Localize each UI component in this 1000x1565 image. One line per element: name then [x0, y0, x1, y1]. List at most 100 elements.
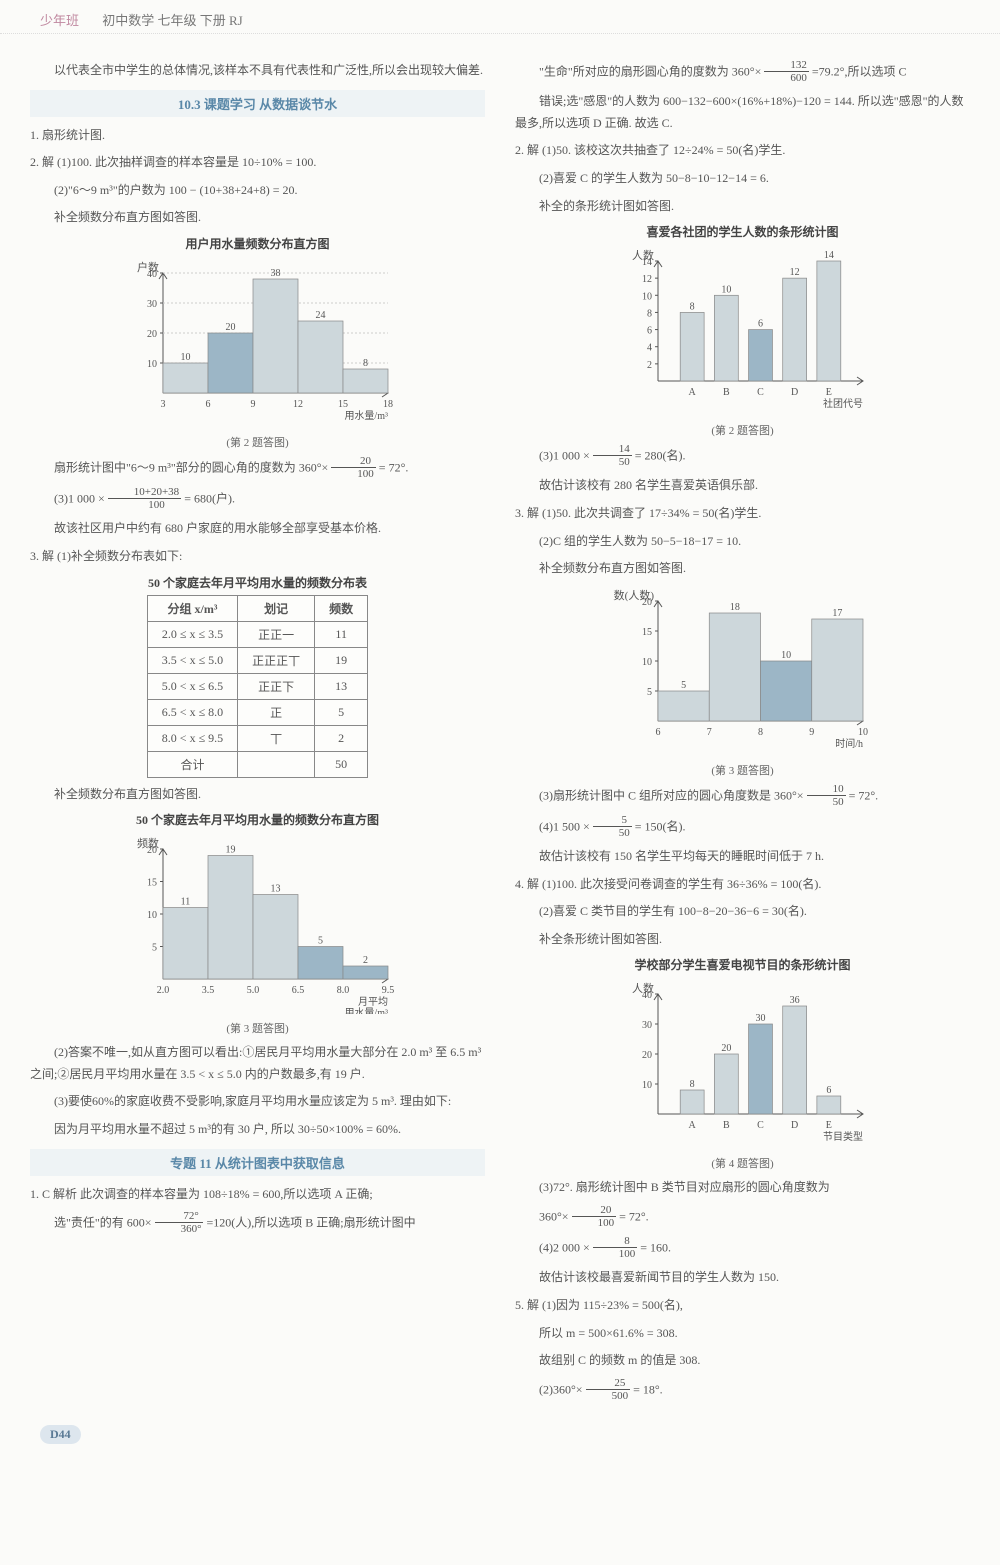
r1b: 错误;选"感恩"的人数为 600−132−600×(16%+18%)−120 =…: [515, 91, 970, 134]
svg-text:8: 8: [758, 727, 763, 738]
chart4: 频数(人数)51015205181017678910时间/h: [613, 586, 873, 756]
svg-text:14: 14: [642, 257, 652, 268]
svg-text:24: 24: [315, 310, 325, 321]
page-header: 少年班 初中数学 七年级 下册 RJ: [0, 0, 1000, 34]
svg-text:C: C: [757, 387, 764, 398]
svg-text:5.0: 5.0: [246, 985, 259, 996]
svg-text:6: 6: [655, 727, 660, 738]
intro-text: 以代表全市中学生的总体情况,该样本不具有代表性和广泛性,所以会出现较大偏差.: [30, 60, 485, 82]
q2-3calc: (3)1 000 × 10+20+38100 = 680(户).: [30, 487, 485, 512]
svg-text:10: 10: [642, 657, 652, 668]
svg-text:6: 6: [205, 399, 210, 410]
svg-text:19: 19: [225, 845, 235, 856]
svg-text:15: 15: [147, 878, 157, 889]
svg-text:15: 15: [338, 399, 348, 410]
r-q4-5: (4)2 000 × 8100 = 160.: [515, 1236, 970, 1261]
svg-text:B: B: [722, 387, 729, 398]
svg-text:5: 5: [681, 680, 686, 691]
chart5-caption: (第 4 题答图): [515, 1155, 970, 1171]
chart1: 户数10203040102038248369121518用水量/m³: [118, 258, 398, 428]
chart1-title: 用户用水量频数分布直方图: [30, 235, 485, 252]
svg-text:5: 5: [152, 943, 157, 954]
frac: 25500: [586, 1377, 631, 1402]
q3-3b: 因为月平均用水量不超过 5 m³的有 30 户, 所以 30÷50×100% =…: [30, 1119, 485, 1141]
page-number: D44: [40, 1425, 81, 1444]
r-q3-5concl: 故估计该校有 150 名学生平均每天的睡眠时间低于 7 h.: [515, 846, 970, 868]
q1: 1. 扇形统计图.: [30, 125, 485, 147]
svg-text:10: 10: [180, 352, 190, 363]
r-q3-2: (2)C 组的学生人数为 50−5−18−17 = 10.: [515, 531, 970, 553]
svg-text:20: 20: [642, 597, 652, 608]
svg-text:D: D: [791, 387, 798, 398]
svg-text:用水量/m³: 用水量/m³: [344, 1007, 388, 1014]
svg-text:5: 5: [318, 936, 323, 947]
svg-text:2.0: 2.0: [156, 985, 169, 996]
svg-text:18: 18: [729, 602, 739, 613]
svg-text:8: 8: [689, 1079, 694, 1090]
svg-text:E: E: [825, 387, 831, 398]
svg-text:20: 20: [642, 1050, 652, 1061]
chart5: 人数1020304082030366ABCDE节目类型: [613, 979, 873, 1149]
svg-text:节目类型: 节目类型: [823, 1130, 863, 1143]
r-q4-1: 4. 解 (1)100. 此次接受问卷调查的学生有 36÷36% = 100(名…: [515, 874, 970, 896]
svg-text:17: 17: [832, 608, 842, 619]
svg-text:3: 3: [160, 399, 165, 410]
q11-1a: 1. C 解析 此次调查的样本容量为 108÷18% = 600,所以选项 A …: [30, 1184, 485, 1206]
svg-text:10: 10: [147, 910, 157, 921]
svg-text:社团代号: 社团代号: [823, 397, 863, 410]
frac: 20100: [331, 455, 376, 480]
r-q3-1: 3. 解 (1)50. 此次共调查了 17÷34% = 50(名)学生.: [515, 503, 970, 525]
svg-text:D: D: [791, 1120, 798, 1131]
svg-text:5: 5: [647, 687, 652, 698]
svg-text:8: 8: [363, 358, 368, 369]
r-q4-4b: 360°× 20100 = 72°.: [515, 1205, 970, 1230]
page-body: 以代表全市中学生的总体情况,该样本不具有代表性和广泛性,所以会出现较大偏差. 1…: [0, 34, 1000, 1419]
r-q2-3: 补全的条形统计图如答图.: [515, 196, 970, 218]
svg-text:9: 9: [809, 727, 814, 738]
svg-text:40: 40: [147, 269, 157, 280]
q3-1: 3. 解 (1)补全频数分布表如下:: [30, 546, 485, 568]
q2-3-concl: 故该社区用户中约有 680 户家庭的用水能够全部享受基本价格.: [30, 518, 485, 540]
svg-text:10: 10: [147, 359, 157, 370]
q2-1: 2. 解 (1)100. 此次抽样调查的样本容量是 10÷10% = 100.: [30, 152, 485, 174]
r-q5-3: 故组别 C 的频数 m 的值是 308.: [515, 1350, 970, 1372]
q3-addfig: 补全频数分布直方图如答图.: [30, 784, 485, 806]
svg-text:20: 20: [147, 329, 157, 340]
svg-text:8: 8: [689, 302, 694, 313]
book-title: 少年班: [40, 13, 79, 28]
r-q5-2: 所以 m = 500×61.6% = 308.: [515, 1323, 970, 1345]
svg-text:C: C: [757, 1120, 764, 1131]
svg-text:12: 12: [293, 399, 303, 410]
r-q2-2: (2)喜爱 C 的学生人数为 50−8−10−12−14 = 6.: [515, 168, 970, 190]
svg-text:30: 30: [642, 1020, 652, 1031]
right-column: "生命"所对应的扇形圆心角的度数为 360°× 132600 =79.2°,所以…: [515, 54, 970, 1409]
svg-text:9.5: 9.5: [381, 985, 394, 996]
grade-info: 初中数学 七年级 下册 RJ: [102, 13, 242, 28]
svg-text:20: 20: [225, 322, 235, 333]
svg-text:11: 11: [180, 897, 190, 908]
q2-3: 补全频数分布直方图如答图.: [30, 207, 485, 229]
r-q4-4: (3)72°. 扇形统计图中 B 类节目对应扇形的圆心角度数为: [515, 1177, 970, 1199]
svg-text:6: 6: [826, 1085, 831, 1096]
svg-text:E: E: [825, 1120, 831, 1131]
svg-text:时间/h: 时间/h: [835, 737, 863, 750]
frac: 1050: [807, 783, 846, 808]
svg-text:20: 20: [147, 845, 157, 856]
svg-text:7: 7: [706, 727, 711, 738]
q2-angle: 扇形统计图中"6～9 m³"部分的圆心角的度数为 360°× 20100 = 7…: [30, 456, 485, 481]
frac: 550: [593, 814, 632, 839]
svg-text:9: 9: [250, 399, 255, 410]
svg-text:10: 10: [781, 650, 791, 661]
r1: "生命"所对应的扇形圆心角的度数为 360°× 132600 =79.2°,所以…: [515, 60, 970, 85]
svg-text:月平均: 月平均: [358, 996, 388, 1008]
svg-text:6.5: 6.5: [291, 985, 304, 996]
svg-text:3.5: 3.5: [201, 985, 214, 996]
svg-text:10: 10: [642, 1080, 652, 1091]
svg-text:40: 40: [642, 990, 652, 1001]
svg-text:38: 38: [270, 268, 280, 279]
frac: 1450: [593, 443, 632, 468]
svg-text:10: 10: [858, 727, 868, 738]
svg-text:20: 20: [721, 1043, 731, 1054]
r-q5-4: (2)360°× 25500 = 18°.: [515, 1378, 970, 1403]
r-q3-3: 补全频数分布直方图如答图.: [515, 558, 970, 580]
